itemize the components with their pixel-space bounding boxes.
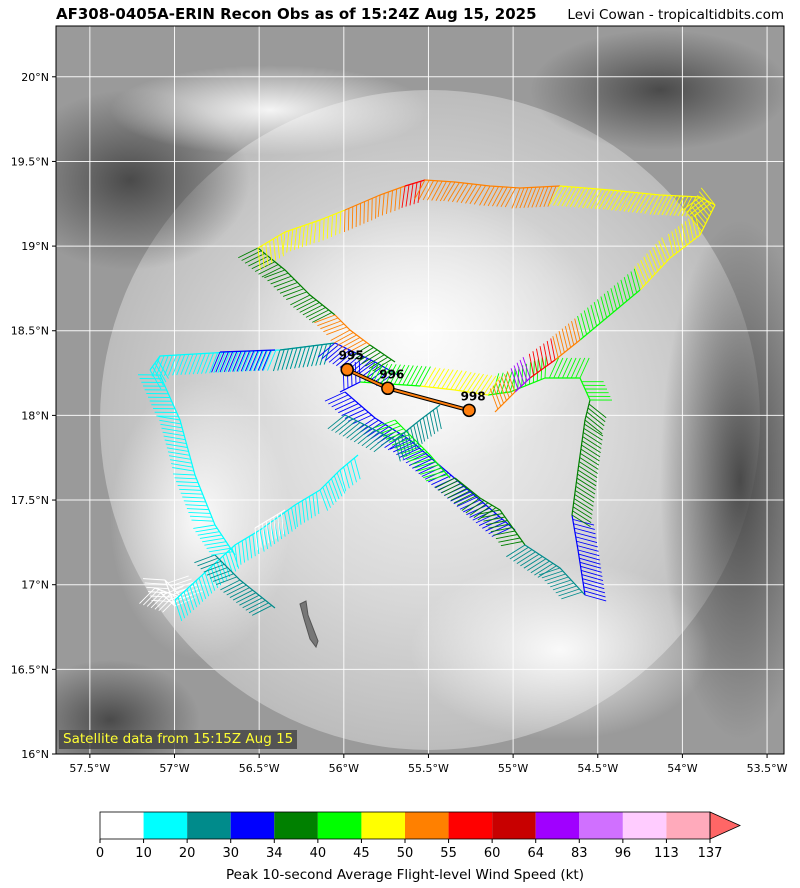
colorbar-tick-label: 96 <box>615 846 632 861</box>
colorbar-cell <box>492 812 536 839</box>
lat-tick-label: 18.5°N <box>11 325 49 338</box>
colorbar-cell <box>405 812 449 839</box>
colorbar-cell <box>187 812 231 839</box>
recon-map: 995 996 998 57.5°W 57°W 56.5°W 56°W 55.5°W 55°W… <box>11 25 788 775</box>
wind-barb-segment <box>577 268 641 341</box>
colorbar-ticks: 0 10 20 30 34 40 45 50 55 60 64 83 96 113 137 <box>96 839 723 861</box>
colorbar-cell <box>317 812 362 839</box>
colorbar-tick-label: 137 <box>698 846 723 861</box>
wind-barb-segment <box>374 419 451 482</box>
wind-barb-segment <box>419 367 501 396</box>
wind-barb-segment <box>489 371 516 413</box>
wind-barb-segment <box>211 349 276 373</box>
colorbar-cell <box>361 812 405 839</box>
colorbar-title: Peak 10-second Average Flight-level Wind… <box>226 867 584 883</box>
colorbar-tick-label: 83 <box>571 846 588 861</box>
chart-title: AF308-0405A-ERIN Recon Obs as of 15:24Z … <box>56 5 537 23</box>
map-frame <box>55 25 785 755</box>
credit-label: Levi Cowan - tropicaltidbits.com <box>567 7 784 23</box>
satellite-background <box>56 26 784 754</box>
wind-barb-segment <box>571 514 607 602</box>
wind-barb-segment <box>139 575 203 613</box>
colorbar-cell <box>535 812 580 839</box>
wind-barb-segment <box>414 179 561 209</box>
wind-barb-segment <box>137 374 236 556</box>
map-axis-ticks: 57.5°W 57°W 56.5°W 56°W 55.5°W 55°W 54.5°W 54°W… <box>11 71 788 775</box>
pressure-ob-label: 995 <box>339 349 364 363</box>
colorbar-cell <box>100 812 144 839</box>
colorbar-tick-label: 64 <box>527 846 544 861</box>
pressure-ob-marker <box>381 381 395 396</box>
colorbar-tick-label: 45 <box>353 846 370 861</box>
colorbar-cell <box>143 812 188 839</box>
wind-barb-segment <box>359 362 431 387</box>
colorbar-cell <box>448 812 493 839</box>
colorbar-tick-label: 34 <box>266 846 283 861</box>
colorbar-tick-label: 113 <box>654 846 679 861</box>
colorbar-cell <box>579 812 623 839</box>
wind-barb-segment <box>194 554 276 616</box>
aircraft-icon <box>299 600 319 649</box>
wind-barb-segment <box>506 544 586 600</box>
wind-barb-segment <box>254 509 286 550</box>
wind-barb-segment <box>257 209 346 270</box>
wind-barb-segment <box>548 185 716 217</box>
wind-barb-segment <box>510 356 531 393</box>
colorbar-tick-label: 30 <box>222 846 239 861</box>
lat-tick-label: 18°N <box>21 409 49 422</box>
colorbar-tick-label: 60 <box>484 846 501 861</box>
wind-barb-segment <box>634 187 716 291</box>
lon-tick-label: 55°W <box>498 762 528 775</box>
wind-barb-segment <box>350 344 396 372</box>
colorbar-cell <box>666 812 710 839</box>
lon-tick-label: 57°W <box>159 762 189 775</box>
lat-tick-label: 16°N <box>21 748 49 761</box>
lon-tick-label: 56°W <box>329 762 359 775</box>
pressure-ob-label: 996 <box>379 367 404 381</box>
wind-barb-segment <box>545 357 613 401</box>
colorbar-cell <box>622 812 667 839</box>
lon-tick-label: 55.5°W <box>408 762 449 775</box>
wind-barb-segment <box>327 404 442 462</box>
wind-barb-segment <box>528 338 556 379</box>
lat-tick-label: 19°N <box>21 240 49 253</box>
wind-barb-segment <box>273 342 336 372</box>
flight-track-wind-barbs <box>137 179 716 622</box>
colorbar-tick-label: 20 <box>179 846 196 861</box>
colorbar-tick-label: 0 <box>96 846 104 861</box>
wind-barb-segment <box>314 314 371 354</box>
satellite-timestamp-label: Satellite data from 15:15Z Aug 15 <box>59 730 298 749</box>
wind-speed-colorbar: 0 10 20 30 34 40 45 50 55 60 64 83 96 113 137 <box>96 811 741 861</box>
colorbar-tick-label: 50 <box>397 846 414 861</box>
wind-barb-segment <box>344 185 406 233</box>
pressure-observations: 995 996 998 <box>339 349 486 418</box>
lat-tick-label: 17.5°N <box>11 494 49 507</box>
lon-tick-label: 54.5°W <box>577 762 618 775</box>
pressure-ob-marker <box>340 362 354 377</box>
lat-tick-label: 19.5°N <box>11 155 49 168</box>
wind-barb-segment <box>552 318 581 361</box>
colorbar-tick-label: 10 <box>135 846 152 861</box>
wind-barb-segment <box>435 477 526 547</box>
wind-barb-segment <box>571 399 607 528</box>
colorbar-extend-arrow <box>709 811 741 840</box>
pressure-ob-marker <box>462 403 476 418</box>
lon-tick-label: 56.5°W <box>239 762 280 775</box>
lon-tick-label: 54°W <box>667 762 697 775</box>
colorbar-tick-label: 40 <box>310 846 327 861</box>
lat-tick-label: 20°N <box>21 71 49 84</box>
lon-tick-label: 57.5°W <box>69 762 110 775</box>
colorbar-cell <box>274 812 318 839</box>
lon-tick-label: 53.5°W <box>747 762 788 775</box>
lat-tick-label: 16.5°N <box>11 663 49 676</box>
colorbar-tick-label: 55 <box>440 846 457 861</box>
pressure-ob-label: 998 <box>461 389 486 403</box>
colorbar-cell <box>230 812 275 839</box>
lat-tick-label: 17°N <box>21 579 49 592</box>
colorbar-cells <box>99 811 741 840</box>
